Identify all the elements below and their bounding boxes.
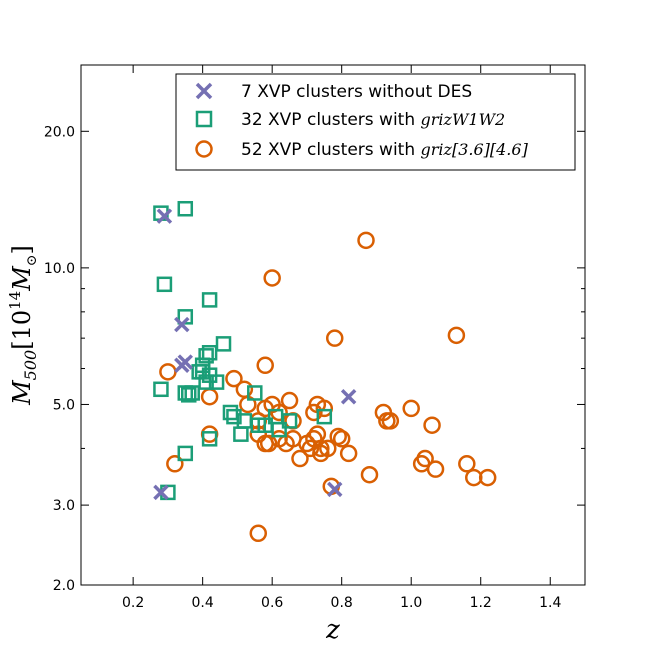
y-axis-title: M500[1014M⊙]: [6, 245, 40, 406]
square-marker-icon: [195, 110, 213, 128]
data-point-circle: [381, 412, 400, 430]
svg-text:M500[1014M⊙]: M500[1014M⊙]: [6, 245, 40, 406]
y-tick-label: 5.0: [53, 397, 75, 413]
x-tick-label: 1.4: [539, 595, 561, 611]
data-point-circle: [249, 524, 268, 543]
y-axis-title-sub: 500: [21, 350, 40, 381]
y-axis-title-unit-prefix: [10: [8, 310, 36, 350]
legend-label-grizw1w2: 32 XVP clusters with grizW1W2: [241, 110, 505, 130]
data-point-circle: [166, 455, 184, 473]
data-point-circle: [339, 444, 358, 463]
data-point-circle: [426, 460, 445, 478]
data-point-circle: [332, 430, 351, 448]
x-marker-icon: [195, 82, 213, 100]
data-point-square: [201, 431, 218, 447]
y-axis-title-unit-mass: M: [8, 265, 36, 292]
data-point-circle: [329, 427, 347, 446]
y-axis-title-unit-suffix: ]: [8, 245, 36, 254]
data-point-square: [177, 385, 194, 401]
data-point-circle: [259, 434, 278, 453]
data-point-circle: [280, 391, 299, 410]
y-tick-label: 10.0: [44, 261, 75, 277]
y-axis-title-unit-exp: 14: [6, 291, 24, 310]
data-point-square: [153, 381, 169, 398]
data-point-x-stroke: [174, 357, 190, 374]
data-point-x-stroke: [340, 388, 357, 405]
data-point-circle: [458, 455, 476, 473]
legend-item-griz36-46: 52 XVP clusters with griz[3.6][4.6]: [195, 140, 529, 160]
data-point-circle: [357, 231, 375, 250]
x-tick-label: 1.2: [470, 595, 492, 611]
x-tick-label: 0.2: [122, 595, 144, 611]
data-point-circle: [270, 403, 288, 422]
data-point-circle: [402, 399, 420, 418]
y-tick-label: 2.0: [53, 578, 75, 594]
data-point-square: [201, 292, 218, 308]
y-axis-title-main: M: [8, 379, 36, 406]
data-point-circle: [360, 465, 379, 484]
data-point-circle: [416, 449, 434, 468]
data-point-x-stroke: [174, 316, 190, 333]
legend-label-griz36-46: 52 XVP clusters with griz[3.6][4.6]: [241, 140, 529, 160]
data-point-x: [340, 388, 357, 405]
data-point-square: [226, 408, 242, 425]
legend-math-griz36-46: griz[3.6][4.6]: [421, 140, 529, 159]
y-axis-title-unit-sun: ⊙: [24, 254, 40, 266]
data-point-circle: [423, 416, 441, 434]
data-point-circle: [301, 439, 320, 458]
series-x: [153, 208, 357, 501]
data-point-circle: [312, 439, 330, 458]
legend-item-without-des: 7 XVP clusters without DES: [195, 82, 472, 102]
data-point-circle: [291, 449, 309, 468]
data-point-square: [177, 200, 194, 217]
legend-item-grizw1w2: 32 XVP clusters with grizW1W2: [195, 110, 505, 130]
y-tick-label: 20.0: [44, 124, 75, 140]
data-point-square: [156, 276, 173, 293]
data-point-circle: [256, 356, 274, 375]
data-point-square: [215, 336, 232, 352]
data-point-square: [247, 385, 263, 401]
data-point-circle: [305, 403, 323, 422]
data-point-circle: [263, 269, 281, 287]
legend: 7 XVP clusters without DES 32 XVP cluste…: [175, 73, 576, 171]
data-point-circle: [315, 399, 334, 418]
x-tick-label: 1.0: [400, 595, 422, 611]
data-point-circle: [478, 468, 497, 487]
y-tick-label: 3.0: [53, 498, 75, 514]
data-point-square: [198, 374, 214, 390]
data-point-x: [174, 316, 190, 333]
legend-box: [175, 73, 576, 171]
series-square: [153, 200, 333, 501]
x-tick-label: 0.4: [192, 595, 214, 611]
plot-area-frame: [80, 64, 586, 586]
legend-math-grizw1w2: grizW1W2: [421, 110, 506, 129]
data-point-square: [177, 445, 194, 462]
data-point-x: [174, 357, 190, 374]
data-point-x-stroke: [327, 481, 343, 498]
data-point-square: [181, 387, 197, 403]
data-point-x-stroke: [153, 484, 169, 501]
data-point-x-stroke: [156, 208, 173, 224]
data-point-square: [222, 404, 239, 421]
x-axis-title: z: [325, 615, 340, 645]
data-point-square: [208, 374, 225, 390]
legend-label-without-des: 7 XVP clusters without DES: [241, 82, 472, 102]
data-point-circle: [447, 326, 466, 345]
x-tick-label: 0.8: [331, 595, 353, 611]
data-point-circle: [325, 329, 344, 347]
data-point-square: [267, 408, 284, 425]
data-point-square: [316, 408, 333, 425]
data-point-x: [156, 208, 173, 224]
circle-marker-icon: [195, 140, 213, 158]
data-point-x: [153, 484, 169, 501]
data-point-square: [198, 348, 214, 364]
data-point-circle: [319, 439, 337, 458]
data-point-circle: [225, 369, 243, 388]
x-tick-label: 0.6: [261, 595, 283, 611]
data-point-x: [327, 481, 343, 498]
